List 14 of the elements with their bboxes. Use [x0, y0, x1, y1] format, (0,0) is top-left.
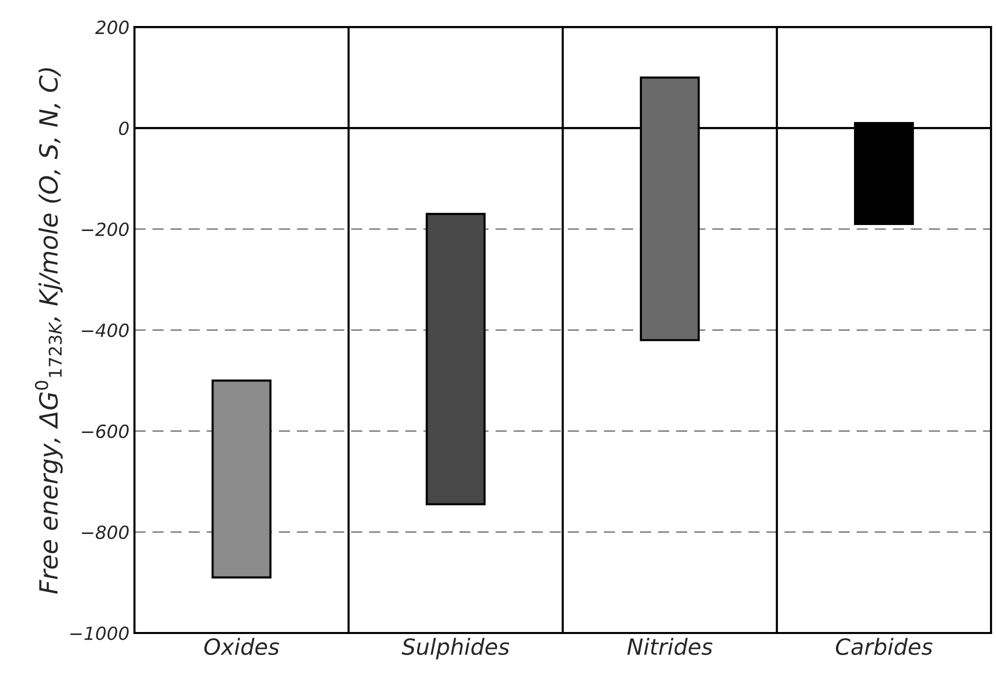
- y-axis-title: Free energy, ΔG$^{0}$$_{1723K}$, Kj/mole (O, S, N, C): [34, 68, 63, 594]
- y-tick-label: −400: [82, 323, 129, 338]
- y-tick-label: −600: [82, 424, 129, 438]
- y-tick-label: −800: [82, 525, 129, 540]
- y-tick-label: 200: [95, 20, 129, 34]
- y-tick-label: 0: [119, 122, 129, 136]
- bar: [426, 212, 486, 506]
- y-tick-label: −1000: [70, 626, 129, 640]
- x-tick-label: Oxides: [204, 638, 280, 656]
- x-tick-label: Sulphides: [402, 638, 510, 660]
- x-tick-label: Carbides: [836, 638, 932, 656]
- y-tick-label: −200: [82, 222, 129, 236]
- x-tick-label: Nitrides: [627, 638, 712, 656]
- bar: [212, 379, 272, 578]
